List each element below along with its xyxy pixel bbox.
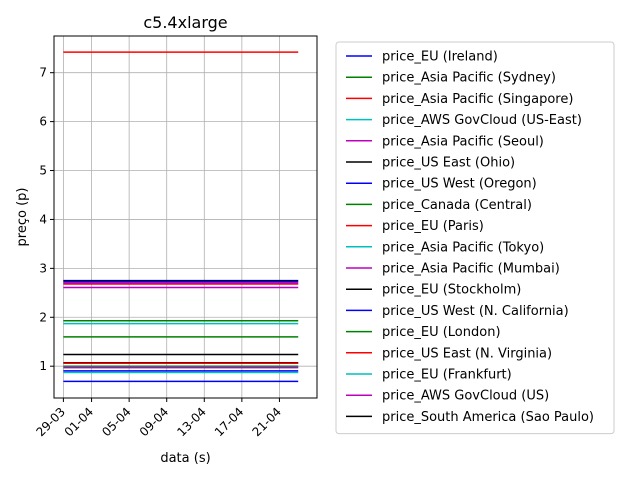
legend-entry: price_EU (Frankfurt) bbox=[382, 368, 512, 383]
legend-entry: price_EU (Stockholm) bbox=[382, 283, 521, 298]
legend-entry: price_Asia Pacific (Singapore) bbox=[382, 92, 573, 107]
legend-entry: price_US East (N. Virginia) bbox=[382, 346, 552, 361]
legend-entry: price_US East (Ohio) bbox=[382, 156, 515, 171]
y-tick-label: 1 bbox=[39, 359, 47, 373]
y-tick-label: 2 bbox=[39, 310, 47, 324]
x-tick-label: 13-04 bbox=[174, 405, 209, 440]
y-tick-label: 6 bbox=[39, 115, 47, 129]
legend-entry: price_EU (Paris) bbox=[382, 219, 484, 234]
y-tick-label: 7 bbox=[39, 66, 47, 80]
x-tick-label: 29-03 bbox=[33, 405, 68, 440]
legend-box bbox=[335, 41, 615, 435]
legend-entry: price_EU (Ireland) bbox=[382, 50, 498, 65]
series-lines bbox=[63, 51, 299, 383]
legend-entry: price_Asia Pacific (Sydney) bbox=[382, 71, 556, 86]
legend-entry: price_US West (N. California) bbox=[382, 304, 569, 319]
x-tick-label: 05-04 bbox=[99, 405, 134, 440]
y-axis-label: preço (p) bbox=[15, 188, 30, 247]
x-tick-label: 17-04 bbox=[212, 405, 247, 440]
y-axis: 1 2 3 4 5 6 7 bbox=[39, 66, 54, 373]
legend-entry: price_Asia Pacific (Seoul) bbox=[382, 134, 544, 149]
y-tick-label: 5 bbox=[39, 164, 47, 178]
y-tick-label: 4 bbox=[39, 212, 47, 226]
legend-entry: price_EU (London) bbox=[382, 325, 501, 340]
y-tick-label: 3 bbox=[39, 261, 47, 275]
legend-entry: price_US West (Oregon) bbox=[382, 177, 537, 192]
plot-area bbox=[53, 35, 318, 399]
x-axis-label: data (s) bbox=[160, 451, 210, 466]
legend-entry: price_AWS GovCloud (US) bbox=[382, 389, 549, 404]
legend-entry: price_Asia Pacific (Mumbai) bbox=[382, 262, 560, 277]
legend-entry: price_AWS GovCloud (US-East) bbox=[382, 113, 582, 128]
legend-entry: price_Asia Pacific (Tokyo) bbox=[382, 240, 544, 255]
x-tick-label: 01-04 bbox=[62, 405, 97, 440]
x-tick-label: 09-04 bbox=[137, 405, 172, 440]
legend-entry: price_Canada (Central) bbox=[382, 198, 532, 213]
grid-lines bbox=[54, 36, 317, 398]
chart-title: c5.4xlarge bbox=[143, 13, 227, 32]
legend-entry: price_South America (Sao Paulo) bbox=[382, 410, 594, 425]
legend: price_EU (Ireland) price_Asia Pacific (Sy… bbox=[335, 41, 615, 435]
x-tick-label: 21-04 bbox=[249, 405, 284, 440]
